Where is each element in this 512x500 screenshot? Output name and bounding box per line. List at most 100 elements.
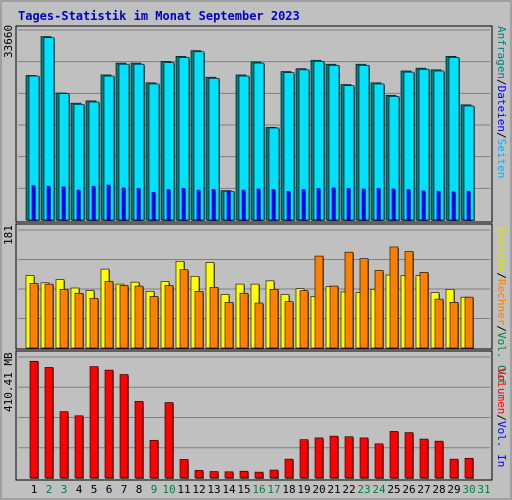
bar-seiten [46, 185, 51, 221]
day-label: 21 [327, 483, 340, 496]
bar-seiten [61, 186, 66, 221]
bar-seiten [196, 189, 201, 221]
bar-seiten [451, 191, 456, 221]
bar-volumen [59, 411, 69, 479]
bar-rechner [239, 292, 249, 349]
day-label: 16 [252, 483, 265, 496]
bar-seiten [151, 192, 156, 221]
bar-seiten [421, 190, 426, 221]
bar-seiten [436, 190, 441, 221]
legend-separator: / [495, 325, 508, 332]
bar-rechner [389, 246, 399, 349]
bar-rechner [224, 302, 234, 349]
bar-rechner [59, 289, 69, 349]
day-label: 31 [477, 483, 490, 496]
bar-seiten [121, 187, 126, 221]
day-label: 14 [222, 483, 236, 496]
bar-rechner [44, 283, 54, 349]
bar-volumen [44, 367, 54, 479]
day-label: 11 [177, 483, 190, 496]
bar-volumen [389, 431, 399, 479]
legend-volumen: Volumen [495, 368, 508, 415]
bar-seiten [316, 188, 321, 221]
bar-seiten [211, 189, 216, 221]
bar-rechner [269, 289, 279, 349]
bar-seiten [361, 188, 366, 221]
legend-vol-in: Vol. In [495, 420, 508, 468]
bottom-legend: Volumen/Vol. In [495, 368, 508, 467]
day-label: 8 [136, 483, 143, 496]
legend-separator: / [495, 131, 508, 139]
bar-volumen [374, 443, 384, 479]
day-label: 2 [46, 483, 53, 496]
bar-volumen [314, 437, 324, 479]
bar-seiten [256, 188, 261, 221]
bar-volumen [449, 458, 459, 479]
day-label: 20 [312, 483, 325, 496]
top-panel-bars [25, 36, 475, 222]
day-label: 15 [237, 483, 250, 496]
bar-rechner [419, 272, 429, 349]
day-label: 3 [61, 483, 68, 496]
bar-rechner [179, 269, 189, 349]
day-label: 27 [417, 483, 430, 496]
bar-seiten [271, 189, 276, 221]
bar-volumen [134, 401, 144, 479]
day-label: 13 [207, 483, 220, 496]
bar-volumen [194, 470, 204, 479]
middle-panel-bars [25, 246, 474, 349]
bar-rechner [74, 292, 84, 349]
day-label: 4 [76, 483, 83, 496]
bar-volumen [104, 369, 114, 479]
bar-volumen [269, 469, 279, 479]
bar-volumen [29, 360, 39, 479]
bar-rechner [29, 283, 39, 349]
bar-rechner [134, 285, 144, 349]
bottom-panel-ymax-label: 410.41 MB [2, 352, 15, 412]
bar-rechner [449, 302, 459, 349]
day-label: 1 [31, 483, 38, 496]
bar-volumen [89, 366, 99, 479]
bar-volumen [404, 432, 414, 479]
bar-seiten [226, 190, 231, 221]
legend-seiten: Seiten [495, 138, 508, 179]
bar-volumen [419, 438, 429, 479]
chart-title: Tages-Statistik im Monat September 2023 [18, 9, 300, 23]
bar-rechner [119, 285, 129, 349]
bar-volumen [239, 470, 249, 479]
bar-volumen [344, 436, 354, 479]
bar-seiten [331, 187, 336, 221]
bar-volumen [224, 471, 234, 479]
bar-rechner [299, 290, 309, 349]
bar-seiten [31, 185, 36, 221]
bar-volumen [434, 440, 444, 479]
bar-seiten [301, 189, 306, 221]
bar-rechner [314, 255, 324, 349]
middle-panel-ymax-label: 181 [2, 225, 15, 245]
bar-rechner [344, 251, 354, 349]
day-label: 26 [402, 483, 415, 496]
bar-seiten [91, 185, 96, 221]
bar-rechner [209, 287, 219, 349]
day-label: 25 [387, 483, 400, 496]
legend-separator: / [495, 414, 508, 421]
bar-rechner [359, 258, 369, 349]
bar-rechner [149, 296, 159, 349]
day-label: 6 [106, 483, 113, 496]
x-axis-day-labels: 1 2 3 4 5 6 7 8 9 10 11 12 13 14 15 16 17 18 19 20 21 22 23 24 2… [31, 483, 491, 496]
bar-rechner [284, 301, 294, 349]
bar-rechner [104, 281, 114, 349]
middle-legend: Besuche/Rechner/Vol. Out [495, 226, 508, 385]
bar-volumen [164, 402, 174, 479]
bar-seiten [181, 188, 186, 221]
bar-rechner [194, 290, 204, 349]
day-label: 24 [372, 483, 386, 496]
bar-volumen [119, 374, 129, 479]
bar-volumen [299, 439, 309, 479]
bar-rechner [404, 251, 414, 349]
bar-volumen [359, 437, 369, 479]
top-legend: Anfragen/Dateien/Seiten [495, 26, 508, 178]
bar-seiten [136, 188, 141, 221]
